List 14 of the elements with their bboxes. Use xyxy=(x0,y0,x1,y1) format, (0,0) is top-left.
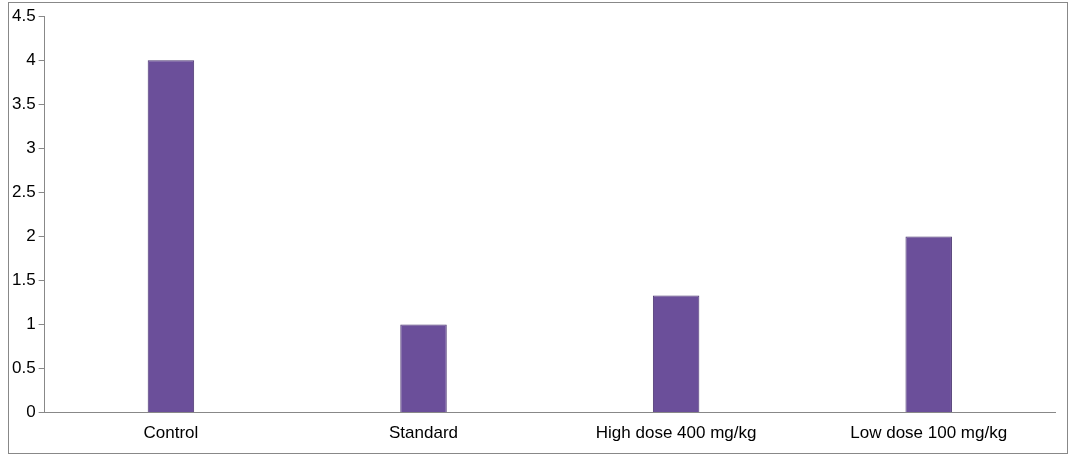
y-tick-label: 3 xyxy=(26,138,36,158)
y-tick-label: 2.5 xyxy=(11,182,36,202)
y-tick-label: 1 xyxy=(26,314,36,334)
y-tick-label: 1.5 xyxy=(11,270,36,290)
x-tick-label: Control xyxy=(143,423,199,443)
y-tick-label: 3.5 xyxy=(11,93,36,113)
x-tick-label: Standard xyxy=(389,423,459,443)
y-tick-label: 2 xyxy=(26,226,36,246)
y-tick-label: 0.5 xyxy=(11,358,36,378)
y-tick-label: 4.5 xyxy=(11,5,36,25)
y-tick-label: 4 xyxy=(26,49,36,69)
y-tick-label: 0 xyxy=(26,402,36,422)
x-tick-label: Low dose 100 mg/kg xyxy=(850,423,1008,443)
x-tick-label: High dose 400 mg/kg xyxy=(595,423,757,443)
